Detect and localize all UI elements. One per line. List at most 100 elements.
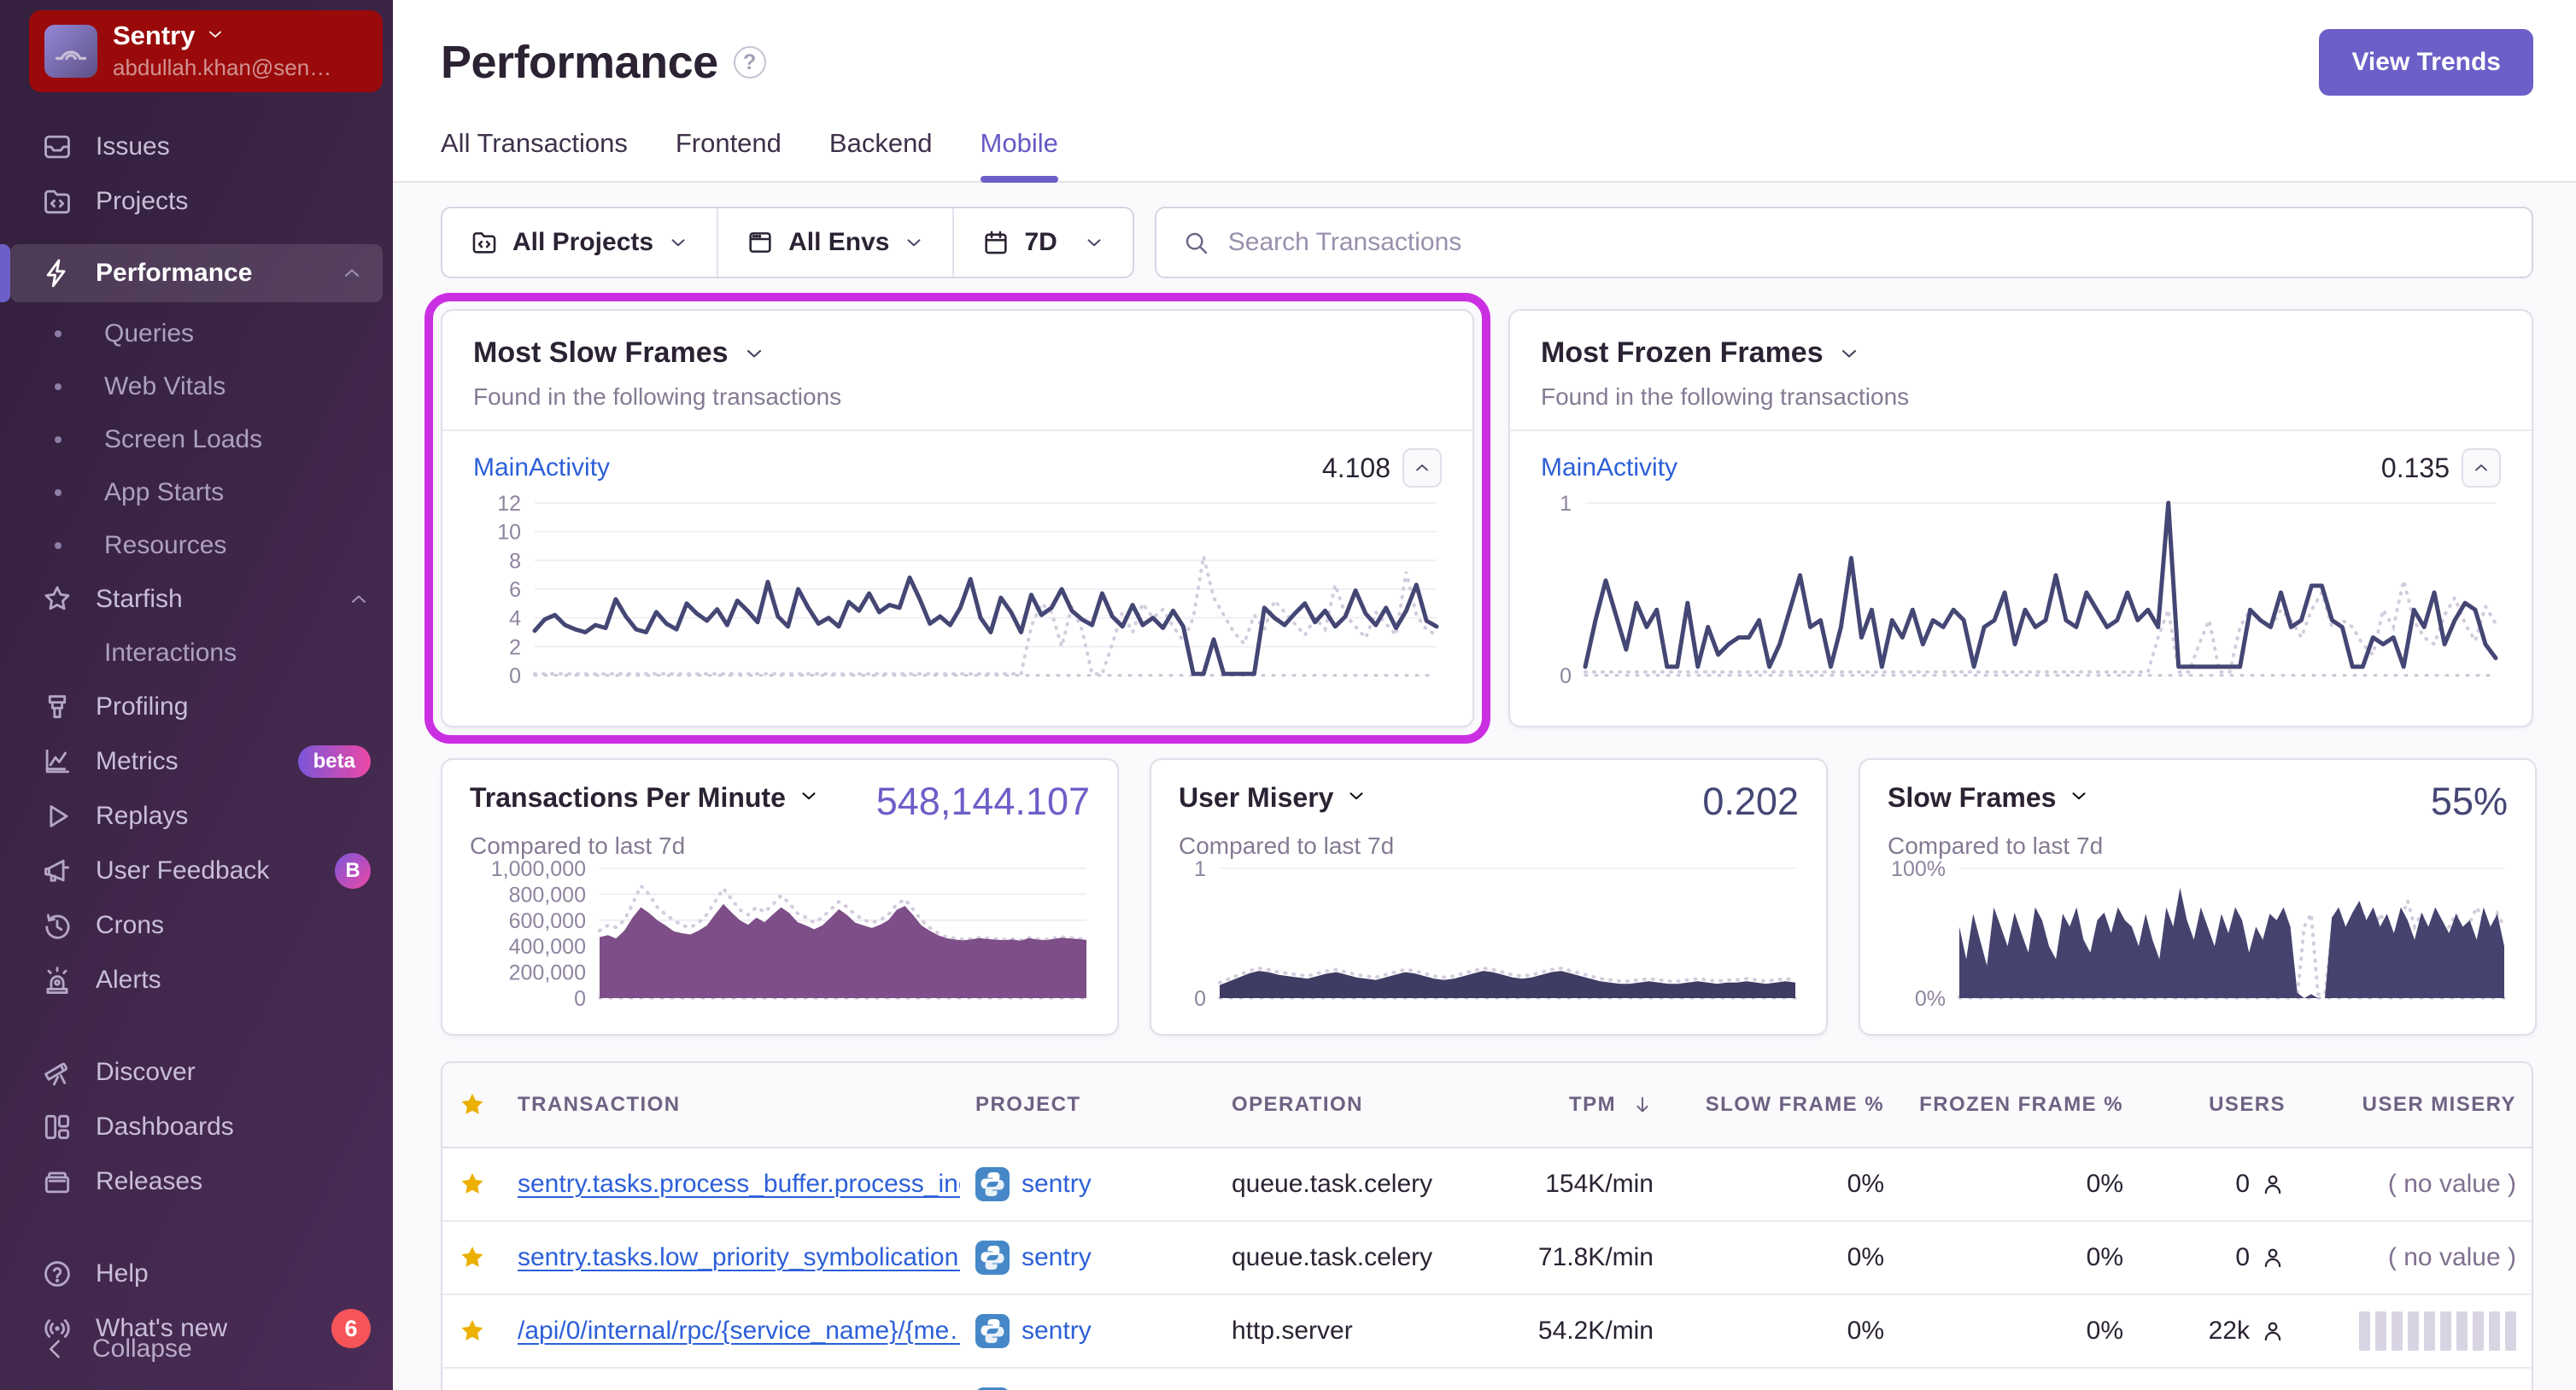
sidebar-item-queries[interactable]: Queries (0, 307, 393, 360)
column-header-user-misery[interactable]: USER MISERY (2362, 1093, 2516, 1116)
broadcast-icon (41, 1312, 73, 1345)
help-question-icon[interactable]: ? (733, 46, 766, 79)
svg-text:8: 8 (509, 549, 521, 573)
svg-text:0: 0 (1560, 664, 1572, 688)
discover-icon (41, 1056, 73, 1089)
users-cell: 0 (2139, 1170, 2301, 1199)
column-header-users[interactable]: USERS (2209, 1093, 2286, 1116)
chevron-down-icon (1837, 342, 1861, 365)
sidebar-item-projects[interactable]: Projects (0, 174, 393, 229)
column-header-project[interactable]: PROJECT (975, 1093, 1081, 1116)
sidebar-item-dashboards[interactable]: Dashboards (0, 1100, 393, 1154)
table-header-row: TRANSACTION PROJECT OPERATION TPM SLOW FRAME… (442, 1063, 2532, 1148)
sidebar-item-app-starts[interactable]: App Starts (0, 466, 393, 519)
collapse-row-button[interactable] (1402, 448, 1442, 488)
transaction-link[interactable]: /api/0/internal/rpc/{service_name}/{me… (518, 1317, 960, 1345)
page-title: Performance (441, 37, 718, 88)
sidebar-item-discover[interactable]: Discover (0, 1045, 393, 1100)
user-misery-title-row[interactable]: User Misery (1179, 782, 1367, 814)
metric-value: 548,144.107 (875, 780, 1090, 823)
org-switcher[interactable]: Sentry abdullah.khan@sen… (29, 10, 383, 92)
most-slow-frames-title-row[interactable]: Most Slow Frames (473, 336, 1442, 370)
operation-cell: queue.task.celery (1232, 1243, 1433, 1271)
date-range-filter[interactable]: 7D (952, 208, 1132, 277)
org-name: Sentry (113, 20, 196, 51)
sidebar-item-label: Interactions (104, 639, 237, 667)
tab-mobile[interactable]: Mobile (980, 128, 1059, 183)
tab-all-transactions[interactable]: All Transactions (441, 128, 628, 158)
metric-value: 0.135 (2380, 452, 2450, 483)
table-row: /api/0/internal/rpc/{service_name}/{me… s… (442, 1295, 2532, 1369)
tab-backend[interactable]: Backend (828, 128, 933, 158)
alerts-icon (41, 964, 73, 996)
sidebar-item-user-feedback[interactable]: User Feedback B (0, 844, 393, 898)
python-icon (975, 1387, 1010, 1390)
sidebar-gap (0, 1007, 393, 1045)
favorite-star-icon[interactable] (442, 1169, 502, 1200)
svg-text:12: 12 (497, 493, 521, 516)
search-input[interactable] (1226, 227, 2506, 258)
sidebar-item-what-s-new[interactable]: What's new 6 (0, 1301, 393, 1356)
sidebar-item-profiling[interactable]: Profiling (0, 680, 393, 734)
sidebar-item-resources[interactable]: Resources (0, 519, 393, 572)
favorite-column-header[interactable] (442, 1089, 502, 1120)
table-body: sentry.tasks.process_buffer.process_incr… (442, 1148, 2532, 1390)
column-header-operation[interactable]: OPERATION (1232, 1093, 1363, 1116)
sidebar-item-replays[interactable]: Replays (0, 789, 393, 844)
column-header-tpm[interactable]: TPM (1472, 1093, 1669, 1117)
sidebar-item-crons[interactable]: Crons (0, 898, 393, 953)
tpm-cell: 154K/min (1545, 1170, 1654, 1198)
tab-frontend[interactable]: Frontend (675, 128, 782, 158)
transaction-link[interactable]: sentry.tasks.low_priority_symbolication.… (518, 1243, 960, 1271)
user_misery-svg: 01 (1194, 857, 1797, 1011)
svg-text:10: 10 (497, 521, 521, 545)
collapse-label: Collapse (92, 1335, 192, 1363)
metrics-icon (41, 745, 73, 778)
sidebar-item-issues[interactable]: Issues (0, 120, 393, 174)
sidebar-item-alerts[interactable]: Alerts (0, 953, 393, 1007)
column-header-transaction[interactable]: TRANSACTION (518, 1093, 681, 1116)
widget-subtitle: Compared to last 7d (1179, 832, 1395, 859)
environment-filter[interactable]: All Envs (717, 208, 952, 277)
slow-frames-title-row[interactable]: Slow Frames (1888, 782, 2090, 814)
view-trends-button[interactable]: View Trends (2319, 29, 2533, 96)
window-icon (746, 228, 775, 257)
project-link[interactable]: sentry (1022, 1317, 1092, 1345)
column-header-slow-frame[interactable]: SLOW FRAME % (1705, 1093, 1884, 1116)
filter-group: All Projects All Envs 7D (441, 207, 1134, 278)
person-icon (2260, 1318, 2286, 1344)
widget-row-bottom: Transactions Per Minute 548,144.107 Comp… (441, 758, 2537, 1036)
sidebar-item-performance[interactable]: Performance (0, 244, 383, 302)
sidebar-item-releases[interactable]: Releases (0, 1154, 393, 1209)
sidebar-gap (0, 1209, 393, 1247)
transaction-link[interactable]: sentry.tasks.process_buffer.process_incr (518, 1170, 960, 1198)
collapse-row-button[interactable] (2462, 448, 2501, 488)
transaction-link[interactable]: MainActivity (473, 453, 611, 482)
user-misery-cell: ( no value ) (2387, 1170, 2516, 1198)
slow-frames-card: Slow Frames 55% Compared to last 7d 0% 10… (1859, 758, 2537, 1036)
badge-metrics: beta (297, 745, 371, 778)
sidebar-item-web-vitals[interactable]: Web Vitals (0, 360, 393, 413)
sidebar-collapse-button[interactable]: Collapse (41, 1322, 371, 1376)
project-filter[interactable]: All Projects (442, 208, 717, 277)
favorite-star-icon[interactable] (442, 1242, 502, 1273)
svg-text:1: 1 (1194, 860, 1206, 881)
environment-filter-label: All Envs (788, 228, 890, 256)
sidebar-item-metrics[interactable]: Metrics beta (0, 734, 393, 789)
date-range-label: 7D (1024, 228, 1057, 256)
transaction-link[interactable]: MainActivity (1541, 453, 1678, 482)
sidebar-item-help[interactable]: Help (0, 1247, 393, 1301)
most-frozen-frames-title-row[interactable]: Most Frozen Frames (1541, 336, 2501, 370)
sidebar-item-screen-loads[interactable]: Screen Loads (0, 413, 393, 466)
column-header-frozen-frame[interactable]: FROZEN FRAME % (1919, 1093, 2123, 1116)
sidebar-item-starfish[interactable]: Starfish (0, 572, 393, 627)
project-link[interactable]: sentry (1022, 1243, 1092, 1271)
sidebar-item-interactions[interactable]: Interactions (0, 627, 393, 680)
issues-icon (41, 131, 73, 163)
widget-subtitle: Found in the following transactions (473, 383, 842, 410)
tpm-title-row[interactable]: Transactions Per Minute (470, 782, 820, 814)
project-link[interactable]: sentry (1022, 1170, 1092, 1198)
sidebar-item-label: Replays (96, 802, 189, 830)
favorite-star-icon[interactable] (442, 1316, 502, 1346)
